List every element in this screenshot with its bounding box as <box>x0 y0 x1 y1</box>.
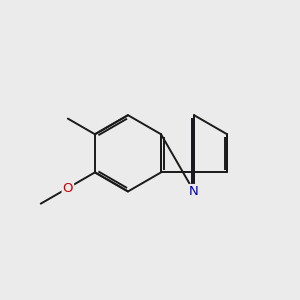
Text: O: O <box>63 182 73 194</box>
Text: N: N <box>189 185 199 198</box>
